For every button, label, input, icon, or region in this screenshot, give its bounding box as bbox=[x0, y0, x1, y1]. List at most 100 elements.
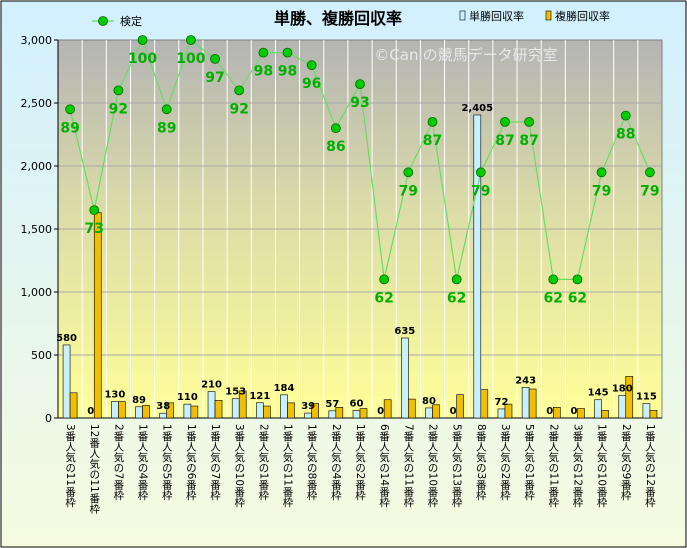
bar-fukusho bbox=[335, 406, 344, 419]
x-tick-label: 1番人気の8番枠 bbox=[306, 424, 318, 501]
kentei-value-label: 73 bbox=[84, 221, 103, 237]
bar-fukusho bbox=[359, 408, 368, 419]
x-tick-label: 6番人気の14番枠 bbox=[378, 424, 390, 508]
x-tick-label: 1番人気の11番枠 bbox=[282, 424, 294, 508]
kentei-point bbox=[210, 54, 220, 64]
bar-value-label: 72 bbox=[494, 397, 508, 408]
bar-value-label: 39 bbox=[301, 401, 315, 412]
bar-value-label: 89 bbox=[132, 395, 146, 406]
chart-title: 単勝、複勝回収率 bbox=[274, 9, 402, 28]
bar-tansho bbox=[280, 394, 288, 419]
y-tick-label: 0 bbox=[45, 412, 52, 425]
legend-kentei-label: 検定 bbox=[120, 14, 142, 28]
x-tick-label: 2番人気の7番枠 bbox=[112, 424, 124, 501]
bar-value-label: 635 bbox=[394, 326, 415, 337]
bar-value-label: 0 bbox=[450, 406, 457, 417]
x-tick-label: 2番人気の9番枠 bbox=[620, 424, 632, 501]
y-tick-label: 500 bbox=[31, 349, 52, 362]
kentei-value-label: 86 bbox=[326, 139, 345, 155]
bar-fukusho bbox=[238, 390, 247, 419]
kentei-value-label: 97 bbox=[205, 70, 224, 86]
bar-tansho bbox=[618, 395, 627, 419]
kentei-value-label: 62 bbox=[544, 290, 563, 306]
bar-fukusho bbox=[166, 402, 175, 419]
bar-value-label: 580 bbox=[56, 333, 77, 344]
bar-value-label: 0 bbox=[377, 406, 384, 417]
bars bbox=[62, 114, 658, 419]
x-tick-label: 2番人気の11番枠 bbox=[547, 424, 559, 508]
bar-value-label: 210 bbox=[201, 380, 222, 391]
legend-tansho-label: 単勝回収率 bbox=[469, 9, 524, 23]
bar-fukusho bbox=[408, 398, 416, 419]
bar-value-label: 0 bbox=[546, 406, 553, 417]
bar-value-label: 2,405 bbox=[461, 103, 493, 114]
legend-fukusho-swatch bbox=[545, 10, 552, 21]
bar-tansho bbox=[231, 398, 240, 419]
kentei-point bbox=[65, 104, 75, 115]
bar-tansho bbox=[401, 337, 409, 419]
bar-fukusho bbox=[625, 376, 634, 419]
bar-value-label: 180 bbox=[612, 383, 633, 394]
grid-lines bbox=[58, 40, 662, 418]
kentei-value-label: 98 bbox=[278, 64, 297, 80]
bar-value-label: 0 bbox=[87, 406, 94, 417]
kentei-point bbox=[427, 117, 438, 127]
bar-fukusho bbox=[142, 405, 150, 419]
x-tick-label: 12番人気の11番枠 bbox=[88, 424, 100, 514]
bar-tansho bbox=[642, 403, 651, 419]
bar-fukusho bbox=[190, 405, 199, 419]
bar-value-label: 243 bbox=[515, 375, 536, 386]
kentei-value-label: 79 bbox=[640, 183, 659, 199]
kentei-value-label: 89 bbox=[157, 120, 176, 136]
x-tick-label: 2番人気の4番枠 bbox=[330, 424, 342, 501]
kentei-point bbox=[234, 85, 245, 96]
legend-tansho-swatch bbox=[459, 10, 466, 21]
x-tick-label: 3番人気の11番枠 bbox=[64, 424, 76, 508]
kentei-value-label: 79 bbox=[471, 183, 490, 199]
kentei-point bbox=[355, 79, 365, 89]
kentei-value-label: 100 bbox=[176, 51, 205, 67]
x-tick-label: 7番人気の11番枠 bbox=[402, 424, 414, 508]
bar-tansho bbox=[304, 412, 312, 419]
x-tick-label: 3番人気の10番枠 bbox=[233, 424, 245, 508]
bar-fukusho bbox=[118, 401, 126, 419]
kentei-value-label: 79 bbox=[399, 183, 418, 199]
bar-value-label: 80 bbox=[422, 396, 436, 407]
x-tick-label: 1番人気の2番枠 bbox=[354, 424, 366, 501]
x-tick-label: 1番人気の6番枠 bbox=[185, 424, 197, 501]
bar-fukusho bbox=[214, 400, 223, 419]
x-tick-label: 1番人気の5番枠 bbox=[161, 424, 173, 501]
y-tick-label: 1,500 bbox=[21, 223, 53, 236]
kentei-point bbox=[137, 35, 148, 45]
bar-tansho bbox=[521, 387, 530, 419]
kentei-point bbox=[596, 167, 607, 178]
bar-tansho bbox=[207, 391, 216, 419]
kentei-point bbox=[89, 205, 100, 216]
legend-fukusho-label: 複勝回収率 bbox=[555, 9, 610, 23]
bar-value-label: 60 bbox=[350, 398, 364, 409]
bar-tansho bbox=[352, 410, 361, 419]
kentei-point bbox=[548, 274, 559, 285]
bar-value-label: 153 bbox=[225, 387, 246, 398]
legend-kentei-marker bbox=[98, 16, 108, 26]
x-tick-label: 2番人気の1番枠 bbox=[257, 424, 269, 501]
y-tick-label: 3,000 bbox=[21, 34, 53, 47]
bar-tansho bbox=[594, 399, 602, 419]
bar-tansho bbox=[473, 114, 482, 419]
kentei-point bbox=[161, 104, 172, 115]
bar-tansho bbox=[328, 410, 337, 419]
bar-fukusho bbox=[552, 406, 561, 419]
legend: 検定 単勝回収率 複勝回収率 bbox=[92, 9, 610, 28]
bar-fukusho bbox=[287, 402, 295, 419]
kentei-point bbox=[403, 167, 414, 178]
bar-tansho bbox=[497, 408, 506, 419]
kentei-point bbox=[475, 167, 486, 178]
kentei-point bbox=[620, 110, 631, 121]
kentei-point bbox=[572, 274, 583, 285]
kentei-point bbox=[645, 167, 655, 178]
bar-fukusho bbox=[432, 404, 440, 419]
bar-fukusho bbox=[93, 212, 102, 419]
kentei-point bbox=[113, 85, 124, 96]
x-tick-label: 3番人気の12番枠 bbox=[571, 424, 583, 508]
